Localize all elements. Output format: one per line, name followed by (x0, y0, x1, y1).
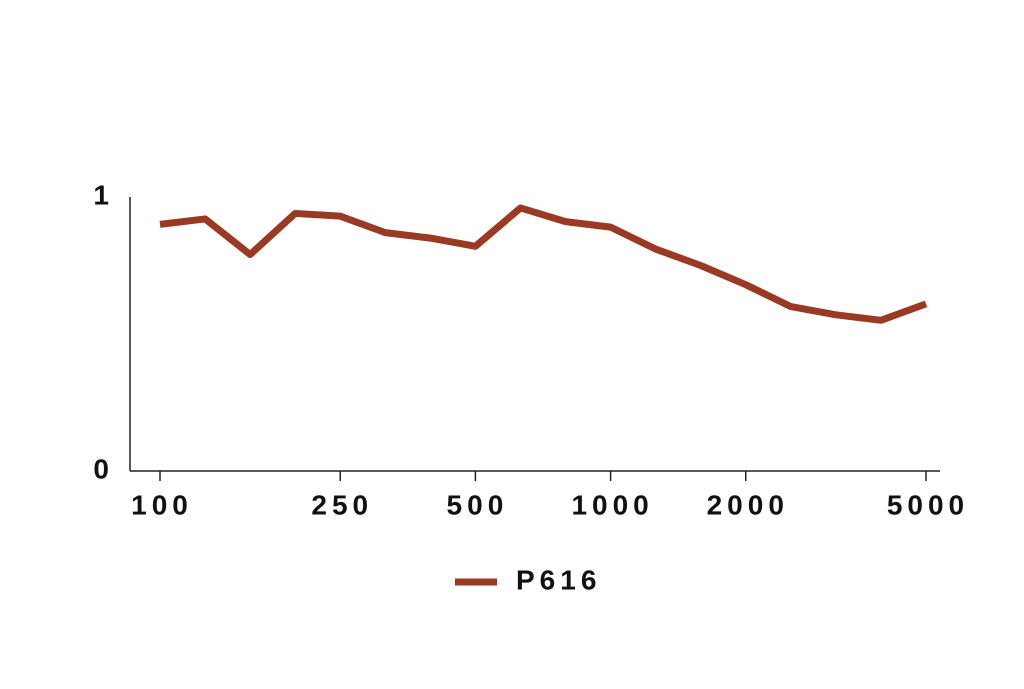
x-tick-label: 5000 (887, 489, 969, 520)
x-tick-label: 500 (447, 489, 509, 520)
x-tick-label: 1000 (571, 489, 653, 520)
legend-label: P616 (516, 564, 601, 595)
y-tick-label: 0 (93, 453, 114, 484)
data-line (159, 204, 928, 324)
x-tick-label: 100 (131, 489, 193, 520)
x-tick-label: 2000 (707, 489, 789, 520)
y-tick-label: 1 (93, 179, 114, 210)
x-tick-label: 250 (311, 489, 373, 520)
